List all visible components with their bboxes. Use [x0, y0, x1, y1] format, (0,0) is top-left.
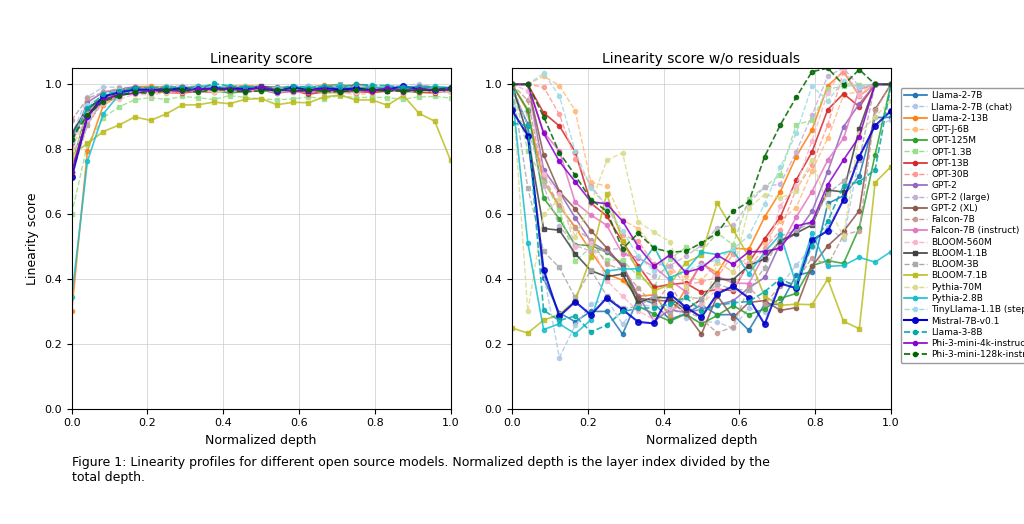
Title: Linearity score w/o residuals: Linearity score w/o residuals: [602, 51, 801, 66]
Y-axis label: Linearity score: Linearity score: [26, 192, 39, 285]
Text: Figure 1: Linearity profiles for different open source models. Normalized depth : Figure 1: Linearity profiles for differe…: [72, 456, 770, 484]
Title: Linearity score: Linearity score: [210, 51, 312, 66]
X-axis label: Normalized depth: Normalized depth: [646, 434, 757, 447]
X-axis label: Normalized depth: Normalized depth: [206, 434, 316, 447]
Legend: Llama-2-7B, Llama-2-7B (chat), Llama-2-13B, GPT-J-6B, OPT-125M, OPT-1.3B, OPT-13: Llama-2-7B, Llama-2-7B (chat), Llama-2-1…: [900, 88, 1024, 363]
